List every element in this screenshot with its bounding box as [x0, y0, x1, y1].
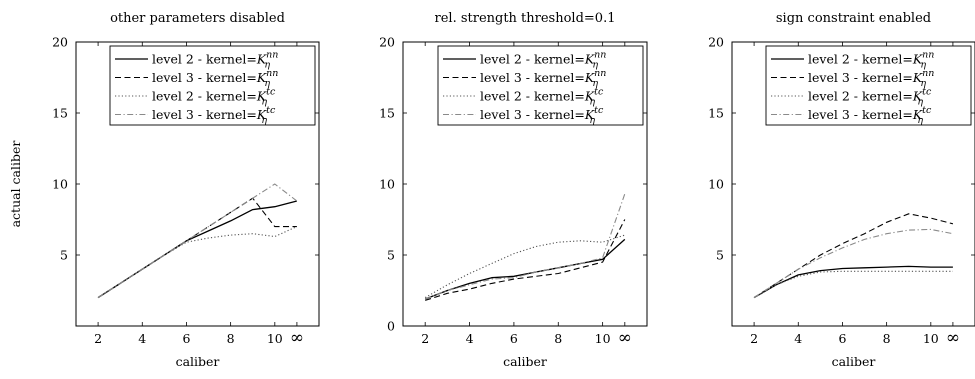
x-tick-label: 8	[227, 331, 235, 346]
chart-panel-3: sign constraint enabled 2 4 6 8 10 ∞ 5 10 15 20 cal…	[708, 11, 975, 369]
chart-title: rel. strength threshold=0.1	[435, 11, 616, 26]
series-line-4	[98, 184, 297, 298]
x-tick-label: 8	[554, 331, 562, 346]
x-axis-title: caliber	[503, 354, 547, 369]
y-tick-label: 15	[708, 106, 724, 121]
x-tick-label: 8	[883, 331, 891, 346]
y-tick-label: 20	[379, 35, 395, 50]
y-tick-label: 20	[708, 35, 724, 50]
y-tick-label: 0	[387, 319, 395, 334]
y-axis-title: actual caliber	[8, 141, 23, 228]
x-tick-label: 2	[94, 331, 102, 346]
y-tick-label: 20	[52, 35, 68, 50]
y-tick-label: 10	[379, 177, 395, 192]
x-tick-label: 10	[923, 331, 939, 346]
y-tick-label: 15	[52, 106, 68, 121]
y-tick-label: 10	[52, 177, 68, 192]
y-tick-label: 10	[708, 177, 724, 192]
x-tick-label: 2	[421, 331, 429, 346]
y-tick-label: 5	[387, 248, 395, 263]
series-line-3	[754, 271, 953, 297]
x-tick-label: ∞	[618, 328, 632, 348]
x-axis-title: caliber	[176, 354, 220, 369]
y-tick-label: 5	[60, 248, 68, 263]
chart-title: sign constraint enabled	[776, 11, 931, 26]
x-tick-label: 10	[267, 331, 283, 346]
x-tick-label: ∞	[290, 328, 304, 348]
chart-panel-1: other parameters disabled 2 4 6 8 10 ∞ 5 10 15 20 c…	[8, 11, 319, 369]
series-line-2	[98, 198, 297, 297]
x-tick-label: 10	[595, 331, 611, 346]
chart-title: other parameters disabled	[110, 11, 285, 26]
y-tick-label: 5	[716, 248, 724, 263]
series-line-1	[98, 201, 297, 298]
x-axis-title: caliber	[832, 354, 876, 369]
x-tick-label: 4	[138, 331, 146, 346]
x-tick-label: 6	[838, 331, 846, 346]
series-line-3	[98, 227, 297, 298]
x-tick-label: 4	[466, 331, 474, 346]
y-tick-label: 15	[379, 106, 395, 121]
x-tick-label: 6	[182, 331, 190, 346]
x-tick-label: 6	[510, 331, 518, 346]
series-line-4	[754, 229, 953, 297]
chart-panel-2: rel. strength threshold=0.1 2 4 6 8 10 ∞ 0 5 10 15…	[379, 11, 647, 369]
x-tick-label: ∞	[946, 328, 960, 348]
series-line-4	[425, 194, 625, 299]
series-line-2	[754, 214, 953, 298]
series-line-1	[425, 239, 625, 299]
x-tick-label: 2	[750, 331, 758, 346]
x-tick-label: 4	[794, 331, 802, 346]
